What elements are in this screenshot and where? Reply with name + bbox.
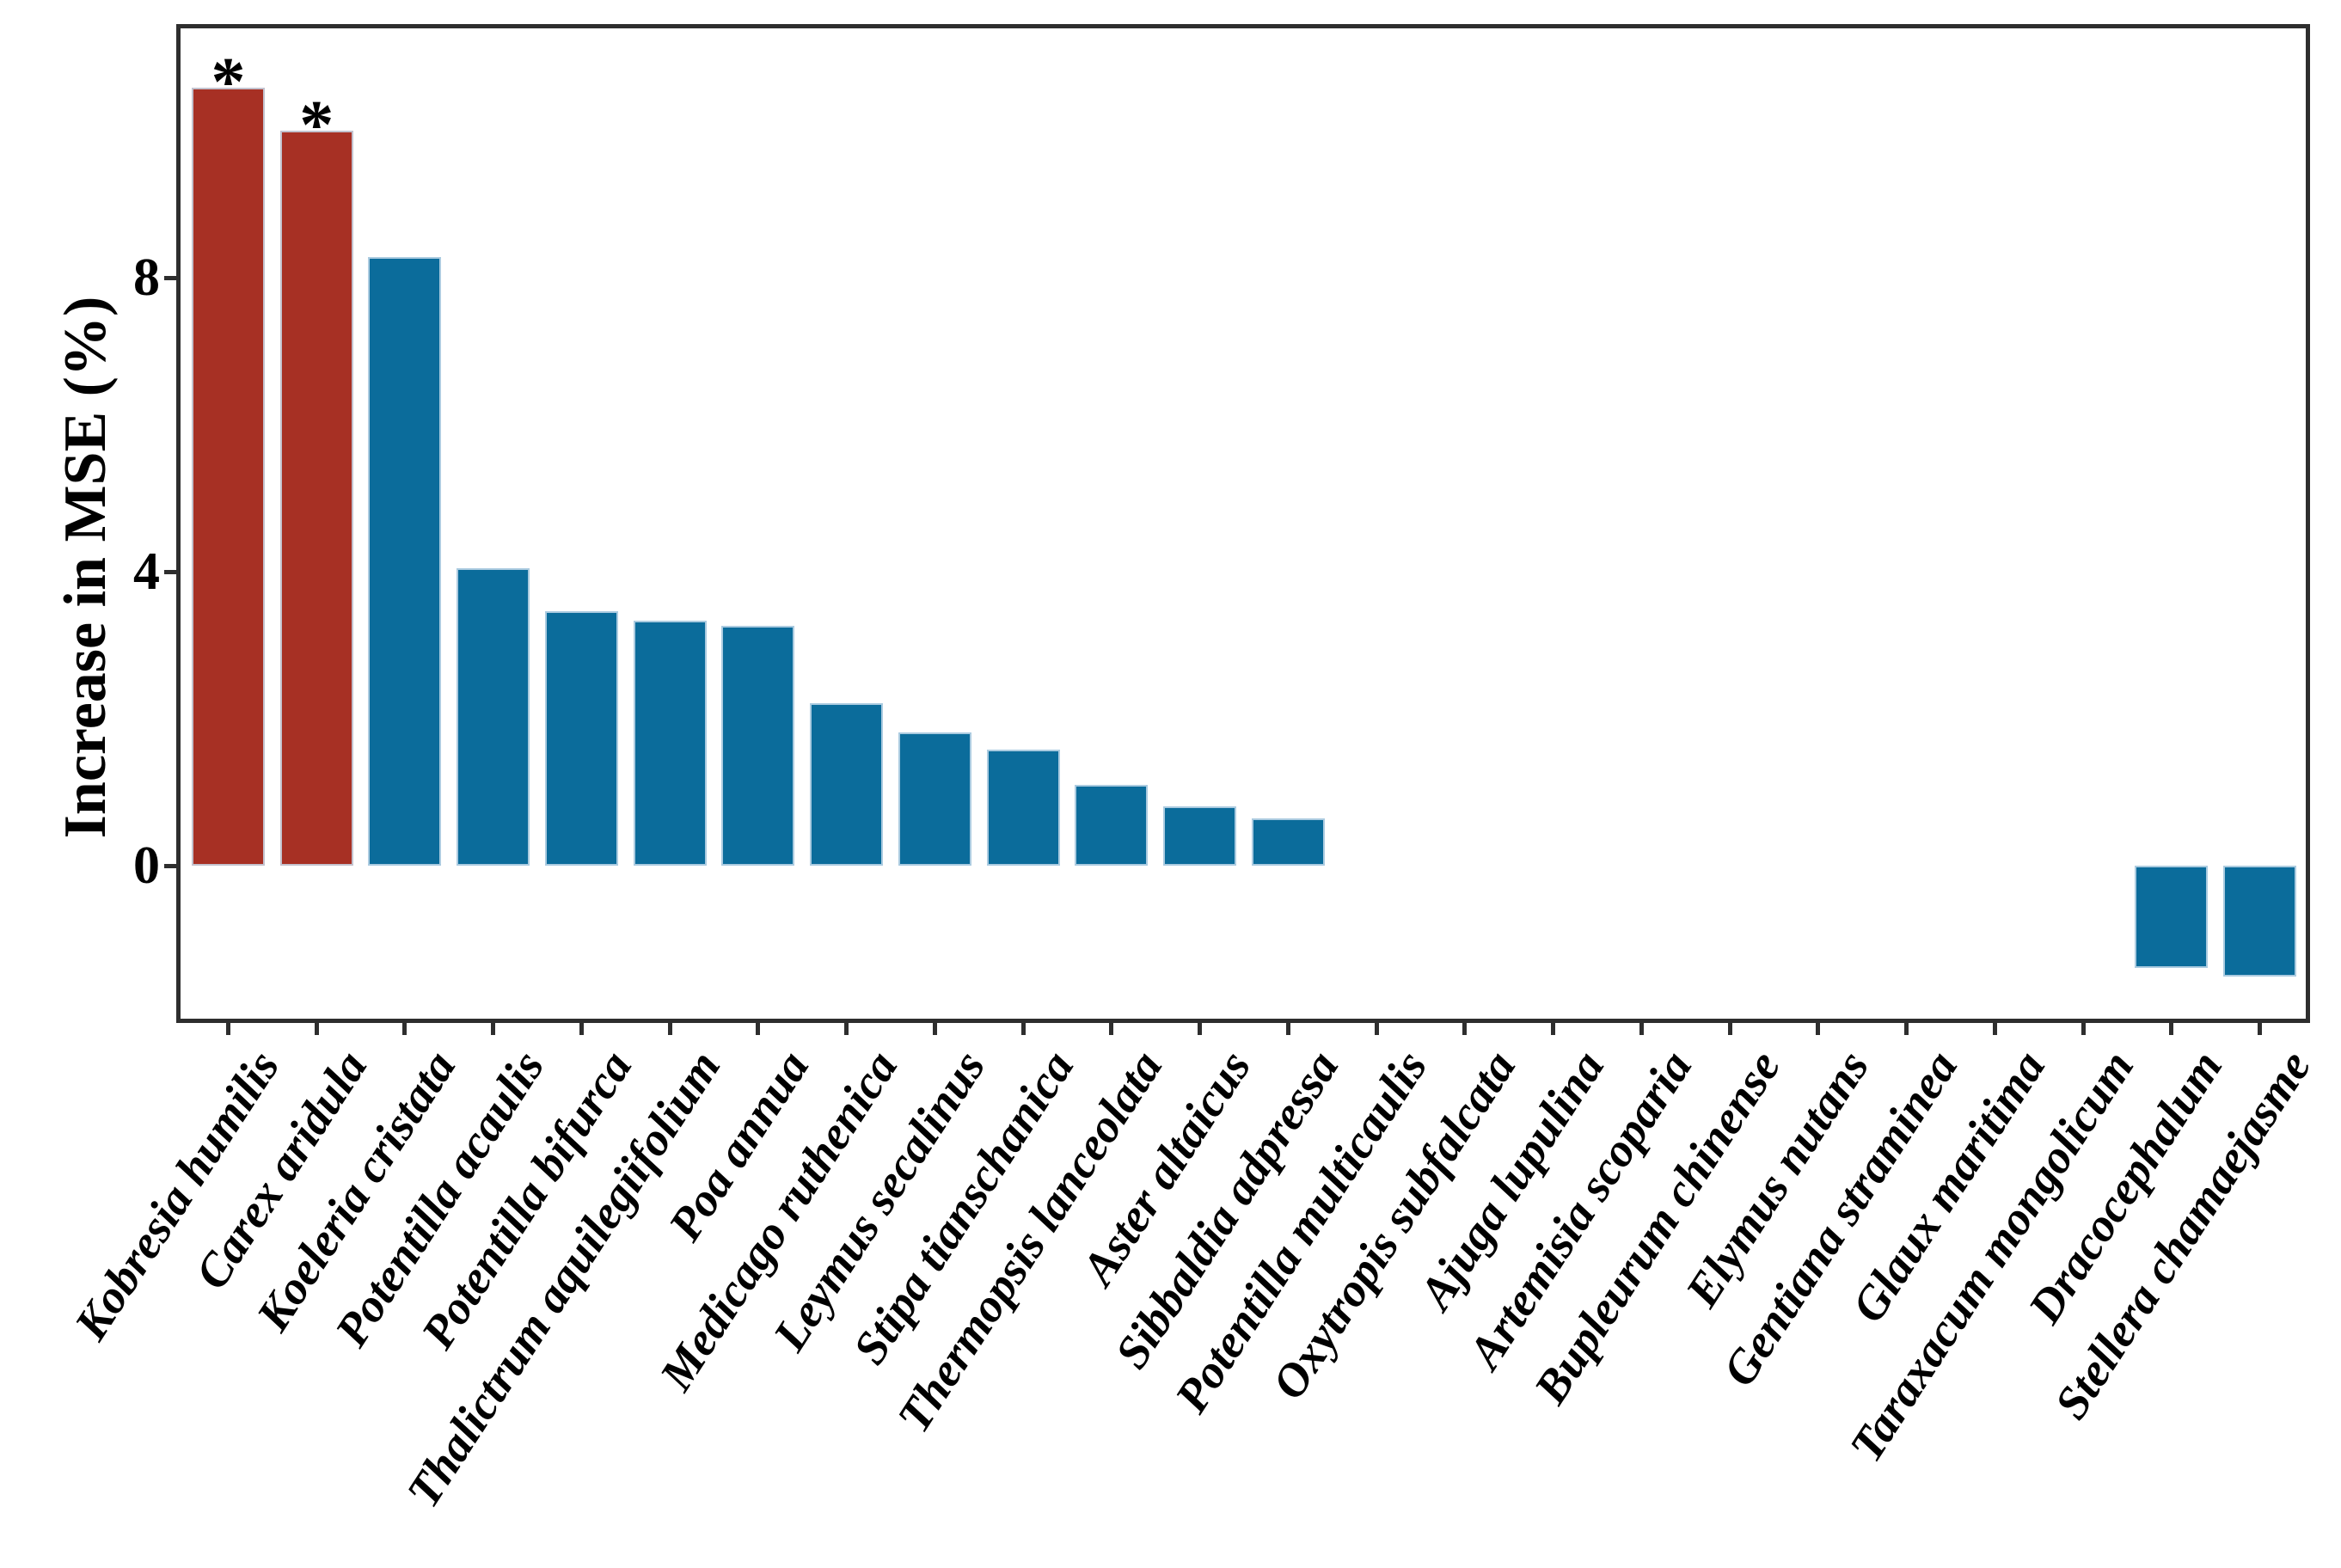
x-tick-mark <box>1109 1023 1114 1035</box>
bar-koeleria-cristata <box>368 257 442 866</box>
y-tick-label: 4 <box>133 542 160 601</box>
bar-potentilla-bifurca <box>544 611 618 866</box>
x-tick-mark <box>932 1023 937 1035</box>
x-tick-mark <box>1285 1023 1290 1035</box>
x-tick-mark <box>314 1023 319 1035</box>
bar-thalictrum-aquilegiifolium <box>633 621 707 866</box>
x-tick-mark <box>1020 1023 1026 1035</box>
plot-inner: * * <box>181 28 2306 1019</box>
x-tick-mark <box>2081 1023 2086 1035</box>
bar-aster-altaicus <box>1163 805 1237 866</box>
bar-thermopsis-lanceolata <box>1075 784 1149 866</box>
x-tick-mark <box>844 1023 849 1035</box>
y-tick-mark <box>164 275 176 280</box>
bar-stellera-chamaejasme <box>2223 866 2297 977</box>
x-tick-mark <box>1551 1023 1556 1035</box>
x-tick-mark <box>226 1023 230 1035</box>
x-tick-mark <box>1639 1023 1644 1035</box>
x-tick-mark <box>1198 1023 1203 1035</box>
x-tick-mark <box>2169 1023 2174 1035</box>
x-tick-mark <box>402 1023 408 1035</box>
bar-carex-aridula <box>279 131 353 866</box>
bar-sibbaldia-adpressa <box>1251 818 1325 866</box>
y-tick-mark <box>164 863 176 868</box>
x-tick-mark <box>1374 1023 1379 1035</box>
bar-leymus-secalinus <box>898 732 971 866</box>
x-tick-mark <box>2258 1023 2263 1035</box>
x-tick-mark <box>1992 1023 1997 1035</box>
x-tick-mark <box>491 1023 496 1035</box>
bar-potentilla-acaulis <box>457 567 530 866</box>
bar-poa-annua <box>721 626 795 866</box>
x-tick-mark <box>1727 1023 1732 1035</box>
plot-area <box>176 24 2310 1023</box>
y-tick-label: 8 <box>133 248 160 307</box>
x-tick-mark <box>1904 1023 1909 1035</box>
x-tick-mark <box>667 1023 672 1035</box>
x-tick-mark <box>579 1023 584 1035</box>
bar-stipa-tianschanica <box>986 749 1060 866</box>
x-tick-mark <box>1462 1023 1468 1035</box>
x-tick-mark <box>1816 1023 1821 1035</box>
significance-asterisk: * <box>211 45 246 121</box>
bar-dracocephalum <box>2135 866 2209 968</box>
y-tick-mark <box>164 569 176 574</box>
significance-asterisk: * <box>299 88 334 163</box>
bar-kobresia-humilis <box>192 88 265 866</box>
y-tick-label: 0 <box>133 836 160 895</box>
x-tick-mark <box>756 1023 761 1035</box>
bar-medicago-ruthenica <box>810 703 884 866</box>
